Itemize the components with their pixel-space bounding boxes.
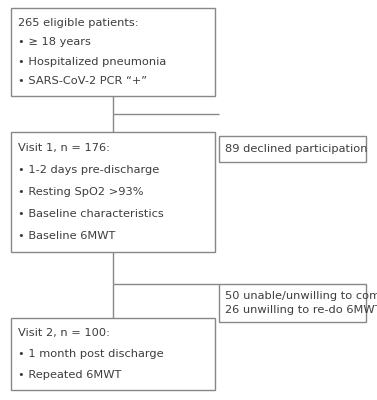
- Text: 265 eligible patients:: 265 eligible patients:: [18, 18, 139, 28]
- FancyBboxPatch shape: [11, 132, 215, 252]
- Text: • 1-2 days pre-discharge: • 1-2 days pre-discharge: [18, 165, 159, 175]
- Text: Visit 2, n = 100:: Visit 2, n = 100:: [18, 328, 110, 338]
- Text: • Baseline characteristics: • Baseline characteristics: [18, 209, 164, 219]
- Text: Visit 1, n = 176:: Visit 1, n = 176:: [18, 143, 110, 153]
- Text: • ≥ 18 years: • ≥ 18 years: [18, 37, 91, 47]
- Text: • Baseline 6MWT: • Baseline 6MWT: [18, 231, 115, 241]
- Text: • 1 month post discharge: • 1 month post discharge: [18, 349, 164, 359]
- Text: 89 declined participation: 89 declined participation: [225, 144, 368, 154]
- FancyBboxPatch shape: [219, 284, 366, 322]
- Text: 26 unwilling to re-do 6MWT: 26 unwilling to re-do 6MWT: [225, 305, 377, 315]
- FancyBboxPatch shape: [11, 318, 215, 390]
- Text: • Repeated 6MWT: • Repeated 6MWT: [18, 370, 121, 380]
- Text: • SARS-CoV-2 PCR “+”: • SARS-CoV-2 PCR “+”: [18, 76, 147, 86]
- Text: 50 unable/unwilling to come: 50 unable/unwilling to come: [225, 291, 377, 301]
- FancyBboxPatch shape: [11, 8, 215, 96]
- Text: • Resting SpO2 >93%: • Resting SpO2 >93%: [18, 187, 144, 197]
- FancyBboxPatch shape: [219, 136, 366, 162]
- Text: • Hospitalized pneumonia: • Hospitalized pneumonia: [18, 57, 166, 67]
